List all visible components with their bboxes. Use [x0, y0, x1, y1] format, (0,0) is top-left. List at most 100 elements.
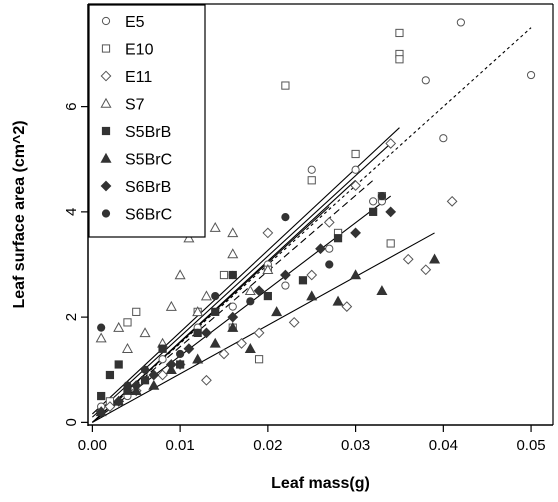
point-s6brc [211, 291, 220, 301]
legend-marker-e10 [101, 44, 111, 53]
point-s5brc [429, 253, 441, 264]
legend-marker-s6brc [101, 209, 111, 218]
point-s6brc [377, 191, 387, 201]
point-s6brc [158, 344, 167, 353]
y-tick-label: 6 [63, 102, 80, 110]
point-s5brb [211, 307, 220, 316]
point-s5brc [148, 379, 160, 390]
point-s7 [192, 306, 204, 317]
x-tick-label: 0.04 [429, 437, 458, 454]
legend-label-s5brc: S5BrC [125, 152, 172, 169]
point-s6brc [140, 365, 150, 374]
point-e11 [341, 301, 353, 312]
point-e11 [288, 316, 300, 328]
point-e5 [281, 281, 290, 290]
point-s7 [113, 321, 125, 332]
point-s7 [121, 342, 134, 353]
point-e10 [281, 81, 290, 90]
point-s6brc [228, 270, 237, 280]
point-s7 [200, 290, 212, 301]
x-axis-label: Leaf mass(g) [271, 475, 370, 492]
legend-label-s6brb: S6BrB [125, 179, 171, 196]
point-s7 [227, 227, 239, 238]
point-e10 [132, 307, 141, 316]
point-e5 [421, 76, 430, 85]
point-s7 [227, 248, 239, 259]
point-e10 [307, 176, 316, 185]
legend-label-e11: E11 [125, 69, 152, 86]
point-e11 [420, 264, 432, 276]
x-tick-label: 0.05 [516, 437, 545, 454]
point-s5brb [114, 360, 123, 369]
point-s6brb [315, 243, 326, 255]
point-s6brb [253, 285, 265, 297]
legend-marker-s7 [100, 97, 112, 108]
point-s5brc [350, 269, 362, 280]
point-s7 [95, 332, 107, 343]
point-s5brc [271, 306, 283, 317]
point-s5brc [209, 337, 221, 348]
point-s6brb [183, 343, 195, 355]
point-s5brc [227, 321, 239, 332]
point-s7 [262, 264, 274, 275]
point-s5brb [298, 276, 308, 285]
point-e5 [325, 244, 334, 253]
point-s6brb [165, 359, 177, 370]
point-e11 [306, 269, 318, 281]
point-s6brc [193, 328, 202, 338]
point-e5 [351, 165, 360, 174]
x-tick-label: 0.01 [166, 437, 195, 454]
point-s6brb [350, 227, 361, 239]
legend-marker-s5brc [100, 152, 112, 163]
point-e10 [351, 149, 360, 159]
legend-label-e10: E10 [125, 42, 154, 59]
point-s5brc [192, 353, 204, 364]
x-tick-label: 0.02 [253, 437, 282, 454]
point-s5brb [369, 207, 378, 216]
point-e10 [219, 270, 229, 280]
legend-box [88, 4, 206, 238]
point-s7 [174, 269, 186, 280]
point-s5brb [176, 360, 185, 369]
point-s5brb [97, 391, 106, 401]
point-e5 [526, 70, 536, 80]
y-axis-label: Leaf surface area (cm^2) [11, 120, 28, 308]
point-s6brb [201, 327, 212, 339]
point-e5 [439, 134, 448, 143]
axes: 0.00 0.01 0.02 0.03 0.04 0.05 0 2 4 6 [63, 3, 554, 454]
legend-label-s7: S7 [125, 97, 145, 114]
point-e11 [201, 374, 212, 386]
point-e5 [456, 18, 465, 27]
point-e5 [158, 355, 167, 364]
point-s7 [244, 285, 256, 296]
x-tick-label: 0.00 [78, 437, 107, 454]
point-e5 [307, 165, 316, 174]
point-s6brb [148, 369, 160, 381]
point-s6brb [280, 269, 291, 281]
point-s5brc [244, 342, 256, 353]
point-s7 [165, 300, 177, 311]
point-e5 [228, 302, 237, 311]
point-e11 [262, 227, 274, 239]
legend-label-e5: E5 [125, 14, 145, 31]
point-e11 [385, 138, 397, 149]
point-s6brc [281, 213, 290, 222]
legend-label-s5brb: S5BrB [125, 124, 171, 141]
point-e11 [446, 195, 458, 207]
legend-marker-s6brb [100, 180, 112, 192]
point-s5brc [332, 295, 344, 306]
point-s7 [139, 327, 151, 338]
point-s6brc [246, 297, 255, 306]
point-s6brb [113, 395, 125, 407]
point-e11 [218, 348, 230, 360]
legend: E5 E10 E11 S7 S5BrB S5BrC S6BrB S6BrC [88, 4, 206, 238]
point-e10 [386, 239, 395, 248]
point-s5brc [306, 290, 318, 301]
legend-marker-s5brb [101, 126, 111, 136]
point-e10 [123, 318, 132, 327]
point-e11 [253, 327, 265, 339]
point-s5brb [263, 291, 272, 301]
point-e11 [323, 217, 335, 228]
point-s6brb [227, 311, 239, 323]
